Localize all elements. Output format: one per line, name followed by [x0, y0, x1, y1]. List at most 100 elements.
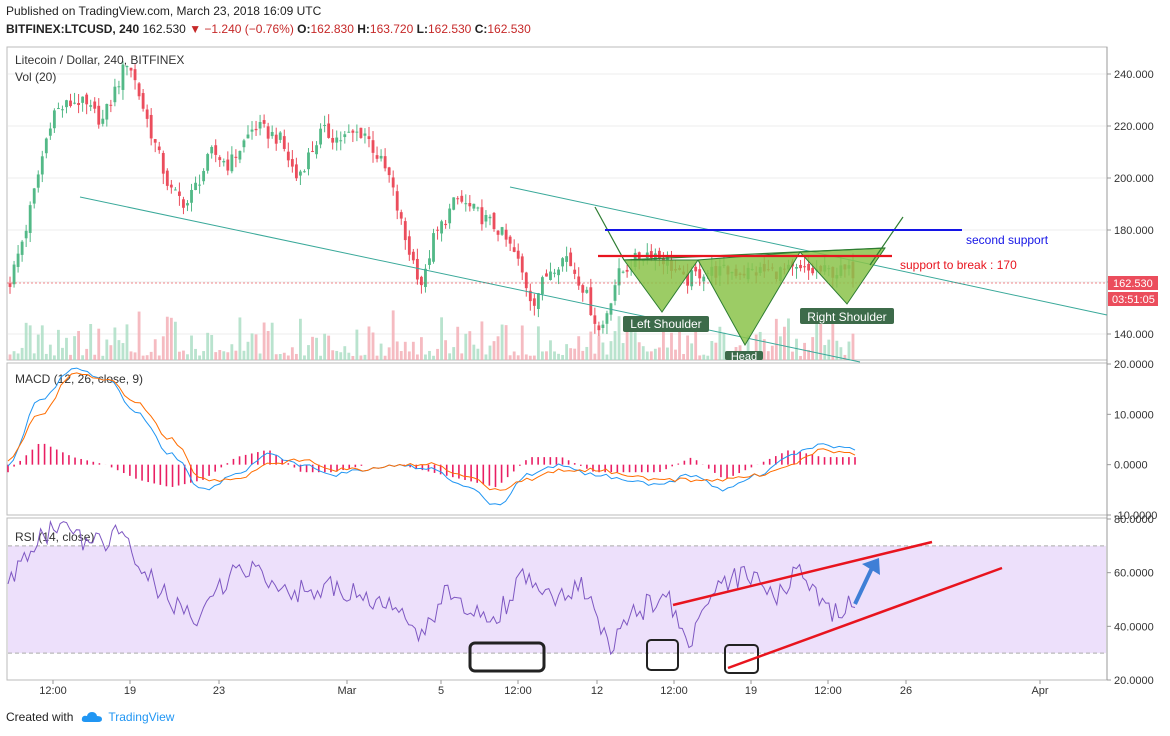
volume-bar	[149, 351, 153, 360]
footer: Created with TradingView	[6, 710, 174, 724]
volume-bar	[653, 348, 657, 360]
volume-bar	[65, 337, 68, 360]
volume-bar	[186, 354, 189, 360]
macd-pane	[6, 362, 1108, 516]
candlestick-series	[8, 61, 855, 336]
low-value: 162.530	[427, 22, 472, 36]
candle-body	[238, 150, 242, 160]
volume-bar	[161, 336, 165, 360]
candle-body	[347, 131, 351, 133]
time-axis-ticks: 12:00 19 23 Mar 5 12:00 12 12:00 19 12:00 26 Apr	[39, 680, 1049, 697]
volume-bar	[577, 336, 581, 360]
candle-body	[77, 102, 80, 106]
volume-bar	[48, 344, 52, 360]
volume-bars	[8, 310, 855, 360]
candle-body	[690, 270, 694, 287]
volume-bar	[512, 351, 516, 360]
volume-bar	[198, 355, 201, 360]
candle-body	[133, 69, 137, 81]
volume-bar	[105, 339, 109, 360]
volume-bar	[420, 337, 423, 360]
volume-bar	[561, 354, 564, 360]
candle-body	[109, 104, 113, 106]
candle-body	[383, 156, 387, 169]
candle-body	[657, 250, 661, 259]
candle-body	[250, 129, 254, 132]
candle-body	[101, 118, 105, 124]
volume-bar	[395, 341, 399, 360]
volume-bar	[89, 324, 93, 360]
volume-bar	[770, 345, 774, 360]
trading-chart[interactable]: second support support to break : 170 Le…	[0, 40, 1170, 708]
volume-bar	[593, 353, 597, 360]
rsi-axis-ticks: 80.0000 60.0000 40.0000 20.0000	[1107, 514, 1154, 687]
tradingview-brand[interactable]: TradingView	[81, 710, 174, 724]
macd-histogram	[7, 443, 856, 488]
volume-bar	[799, 355, 802, 360]
time-tick-label: 12:00	[39, 685, 67, 697]
volume-bar	[270, 322, 274, 360]
candle-body	[359, 127, 363, 138]
candle-body	[145, 109, 149, 119]
price-tick-label: 200.000	[1114, 173, 1154, 185]
candle-body	[516, 250, 520, 259]
volume-bar	[262, 322, 266, 360]
candle-body	[351, 130, 355, 133]
candle-body	[379, 155, 383, 159]
candle-body	[198, 184, 201, 186]
symbol-label: BITFINEX:LTCUSD, 240	[6, 22, 140, 36]
price-label-box	[1108, 276, 1158, 290]
ohlc-line: BITFINEX:LTCUSD, 240 162.530 ▼ −1.240 (−…	[6, 22, 531, 36]
candle-body	[399, 212, 403, 219]
candle-body	[488, 216, 492, 219]
volume-bar	[190, 335, 193, 360]
candle-body	[589, 287, 593, 316]
volume-bar	[387, 347, 391, 360]
candle-body	[428, 258, 431, 266]
volume-bar	[246, 341, 250, 360]
close-label: C:	[474, 22, 488, 36]
candle-body	[807, 263, 811, 271]
candle-body	[484, 215, 488, 222]
right-shoulder-label: Right Shoulder	[807, 310, 886, 324]
price-tick-label: 240.000	[1114, 69, 1154, 81]
macd-line	[7, 367, 856, 506]
volume-bar	[678, 328, 681, 360]
candle-body	[504, 229, 508, 240]
candle-body	[387, 167, 391, 176]
candle-body	[561, 258, 564, 267]
volume-bar	[774, 318, 778, 360]
volume-bar	[758, 331, 762, 360]
time-tick-label: 23	[213, 685, 225, 697]
volume-bar	[637, 342, 641, 360]
candle-body	[57, 108, 60, 110]
candle-body	[262, 120, 266, 124]
volume-bar	[508, 355, 512, 360]
volume-bar	[492, 341, 496, 360]
volume-bar	[472, 344, 476, 360]
candle-body	[258, 122, 262, 129]
chart-header: Published on TradingView.com, March 23, …	[0, 0, 1170, 40]
price-change: ▼ −1.240 (−0.76%)	[189, 22, 294, 36]
candle-body	[186, 203, 189, 206]
candle-body	[8, 283, 12, 287]
volume-bar	[299, 318, 302, 360]
volume-bar	[28, 325, 32, 360]
volume-bar	[524, 354, 528, 360]
rsi-tick-label: 60.0000	[1114, 568, 1154, 580]
volume-bar	[407, 351, 411, 360]
candle-body	[811, 267, 815, 274]
volume-bar	[702, 354, 706, 360]
volume-bar	[746, 335, 750, 360]
volume-bar	[569, 348, 573, 360]
candle-body	[16, 253, 20, 267]
volume-bar	[218, 350, 222, 360]
candle-body	[210, 146, 214, 154]
candle-body	[468, 202, 472, 207]
published-line: Published on TradingView.com, March 23, …	[6, 4, 322, 18]
candle-body	[178, 191, 181, 196]
volume-bar	[165, 316, 169, 360]
countdown-label: 03:51:05	[1112, 294, 1155, 306]
volume-bar	[827, 339, 831, 360]
time-tick-label: 19	[745, 685, 757, 697]
